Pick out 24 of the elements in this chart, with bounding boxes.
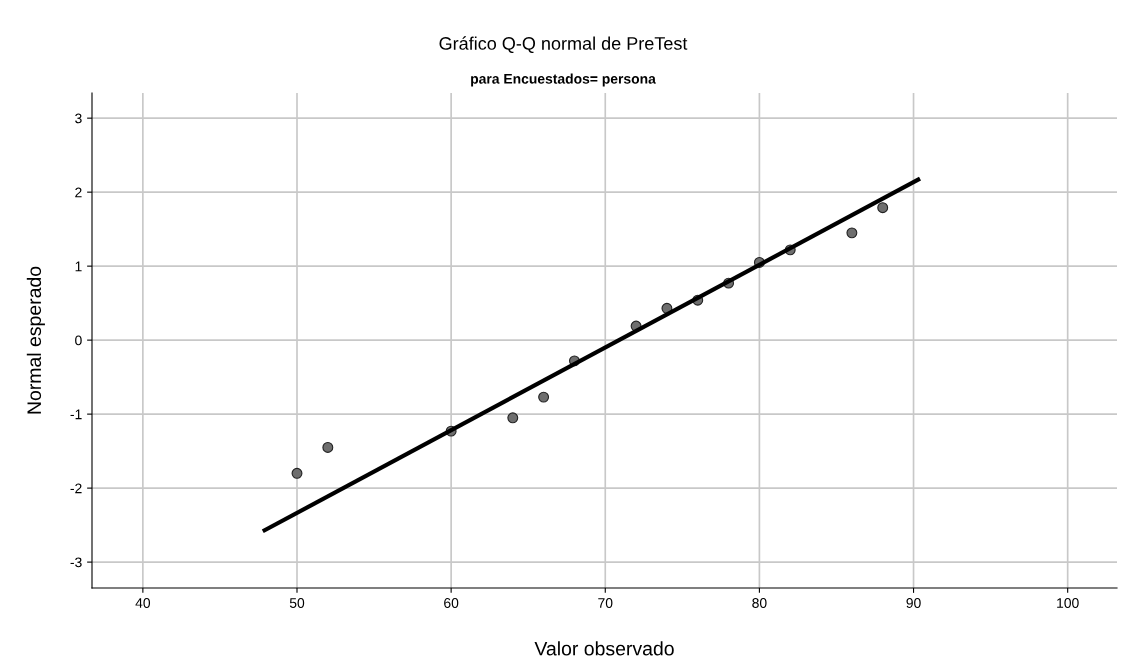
point	[877, 202, 889, 214]
y-axis-title: Normal esperado	[26, 266, 45, 414]
y-tick-label: 0	[75, 335, 82, 346]
chart-title: Gráfico Q-Q normal de PreTest	[439, 36, 688, 54]
point	[538, 391, 550, 403]
y-tick-label: 3	[75, 113, 82, 124]
x-axis-title: Valor observado	[534, 641, 674, 656]
y-tick-label: 1	[75, 261, 82, 272]
y-tick-label: -3	[70, 557, 82, 568]
x-tick-label: 100	[1057, 598, 1079, 608]
x-tick-label: 80	[752, 598, 767, 608]
point	[291, 467, 303, 479]
point	[507, 412, 519, 424]
chart-subtitle: para Encuestados= persona	[471, 73, 656, 87]
point	[846, 227, 858, 239]
x-tick-label: 90	[906, 598, 921, 608]
x-tick-label: 70	[598, 598, 613, 608]
x-tick-label: 60	[444, 598, 459, 608]
x-tick-label: 50	[289, 598, 305, 608]
y-tick-label: 2	[75, 187, 82, 198]
y-tick-label: -2	[70, 483, 82, 494]
x-tick-label: 40	[135, 598, 151, 608]
point	[322, 441, 334, 453]
y-tick-label: -1	[70, 409, 82, 420]
